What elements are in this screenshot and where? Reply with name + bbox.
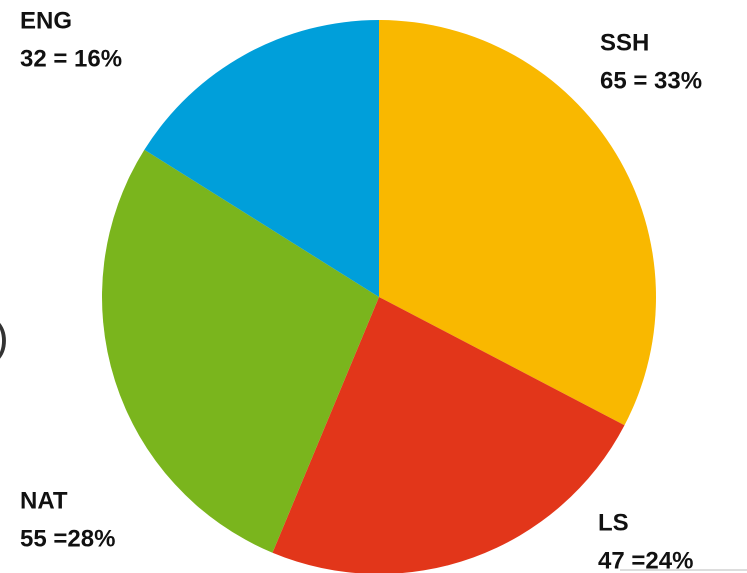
slice-name: SSH: [600, 29, 649, 56]
slice-value-label: 55 =28%: [20, 525, 115, 552]
pie-slice: [144, 20, 379, 297]
slice-name: NAT: [20, 487, 68, 514]
slice-value-label: 47 =24%: [598, 547, 693, 573]
pie-slice: [101, 149, 379, 553]
slice-name: ENG: [20, 7, 72, 34]
slice-value-label: 32 = 16%: [20, 45, 122, 72]
cropped-text: ): [0, 313, 9, 362]
slice-value-label: 65 = 33%: [600, 67, 702, 94]
slice-name: LS: [598, 509, 629, 536]
pie-slice: [379, 20, 656, 426]
pie-slice: [272, 297, 625, 573]
